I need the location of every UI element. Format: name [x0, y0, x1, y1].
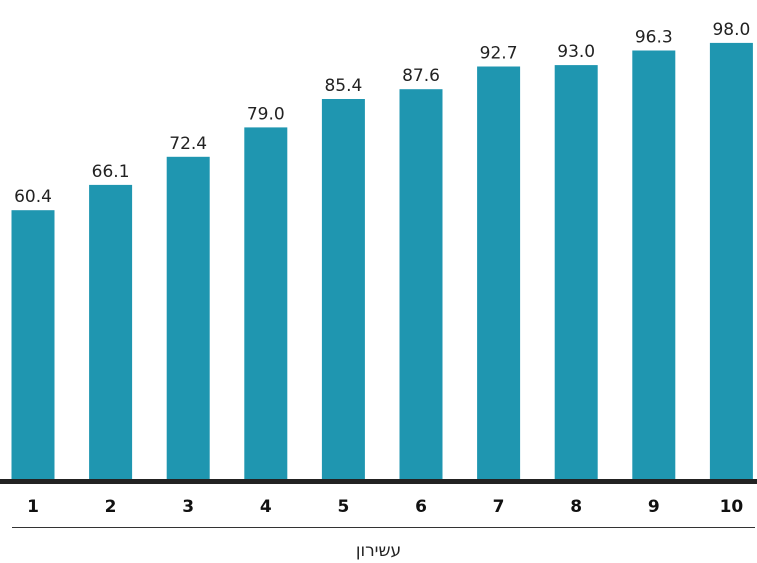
- bar-decile-6: [399, 89, 443, 479]
- bar-value-label: 60.4: [14, 187, 52, 207]
- bar-decile-7: [477, 66, 521, 479]
- x-tick-label: 4: [260, 497, 272, 517]
- x-tick-label: 10: [720, 497, 744, 517]
- x-tick-label: 8: [570, 497, 582, 517]
- x-tick-label: 1: [27, 497, 39, 517]
- bars-group: [11, 42, 753, 480]
- x-tick-label: 9: [648, 497, 660, 517]
- bar-value-label: 93.0: [557, 42, 595, 62]
- bar-value-label: 85.4: [324, 76, 362, 96]
- bar-decile-1: [11, 210, 55, 479]
- x-axis-title: עשירון: [356, 541, 401, 561]
- bar-value-label: 72.4: [169, 134, 207, 154]
- x-tick-label: 7: [493, 497, 505, 517]
- bar-value-label: 79.0: [247, 104, 285, 124]
- x-tick-label: 6: [415, 497, 427, 517]
- bar-value-label: 87.6: [402, 66, 440, 86]
- bar-decile-4: [244, 127, 288, 480]
- bar-value-label: 92.7: [480, 44, 518, 64]
- bar-decile-9: [632, 50, 676, 479]
- x-tick-label: 2: [105, 497, 117, 517]
- bar-value-label: 98.0: [712, 20, 750, 40]
- x-tick-label: 3: [182, 497, 194, 517]
- bar-decile-3: [166, 156, 210, 480]
- bar-value-label: 96.3: [635, 28, 673, 48]
- bar-decile-8: [554, 65, 598, 479]
- bar-decile-2: [89, 184, 133, 479]
- value-labels-group: 60.4 66.1 72.4 79.0 85.4 87.6 92.7 93.0 96.3 98.0: [14, 20, 750, 207]
- bar-value-label: 66.1: [92, 162, 130, 182]
- x-tick-label: 5: [337, 497, 349, 517]
- x-tick-labels-group: 1 2 3 4 5 6 7 8 9 10: [27, 497, 743, 517]
- bar-decile-10: [709, 42, 753, 480]
- bar-decile-5: [321, 99, 365, 479]
